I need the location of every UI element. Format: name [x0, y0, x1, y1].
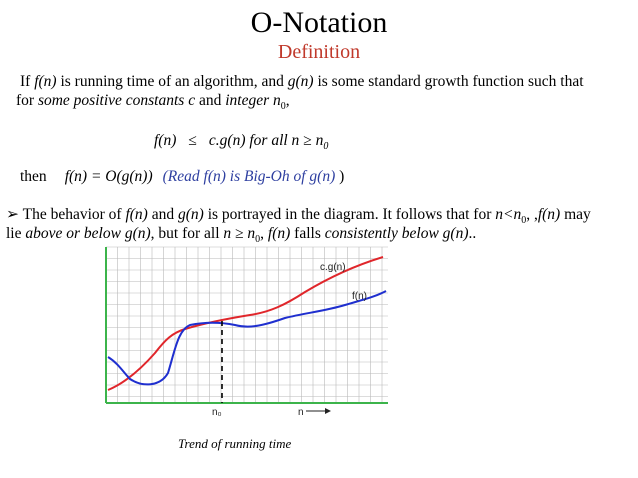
page-subtitle: Definition — [277, 41, 361, 63]
behavior-bullet-line-2: lie above or below g(n), but for all n ≥… — [6, 225, 477, 246]
diagram-caption: Trend of running time — [178, 436, 292, 451]
n-label: n — [298, 407, 304, 418]
bullet-arrow-icon: ➢ — [6, 206, 19, 223]
page-title: O-Notation — [250, 6, 388, 39]
definition-line-2: for some positive constants c and intege… — [16, 92, 290, 113]
growth-diagram: c.g(n) f(n) n₀ n — [105, 246, 388, 418]
cg-curve — [107, 256, 384, 391]
definition-line-1: If f(n) is running time of an algorithm,… — [20, 73, 584, 90]
f-curve — [107, 290, 387, 386]
f-label: f(n) — [352, 291, 367, 302]
cg-label: c.g(n) — [320, 262, 346, 273]
n-arrowhead-icon — [325, 408, 331, 414]
definition-formula: f(n) ≤ c.g(n) for all n ≥ n0 — [154, 132, 329, 153]
n0-label: n₀ — [212, 407, 222, 418]
behavior-bullet-line-1: ➢ The behavior of f(n) and g(n) is portr… — [6, 206, 591, 227]
big-oh-statement: then f(n) = O(g(n)) (Read f(n) is Big-Oh o… — [20, 168, 345, 185]
